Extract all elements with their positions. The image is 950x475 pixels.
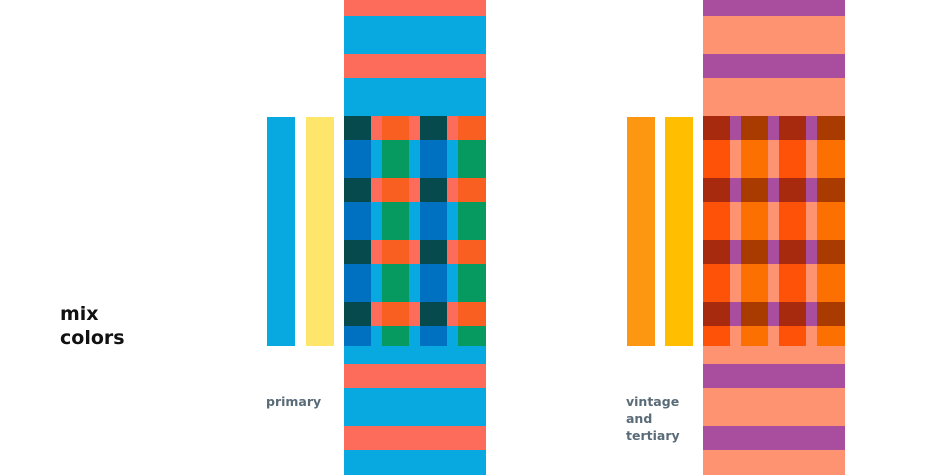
vintage-swatch-orange bbox=[627, 117, 655, 346]
mix-cell bbox=[458, 178, 486, 202]
primary-label: primary bbox=[266, 393, 321, 410]
mix-cell bbox=[817, 326, 845, 346]
mix-cell bbox=[741, 116, 768, 140]
mix-cell bbox=[382, 178, 409, 202]
title-line-2: colors bbox=[60, 327, 125, 349]
mix-cell bbox=[779, 140, 806, 178]
mix-cell bbox=[382, 202, 409, 240]
mix-cell bbox=[458, 302, 486, 326]
stripe-narrow bbox=[703, 0, 845, 16]
stripe-narrow bbox=[344, 54, 486, 78]
mix-cell bbox=[741, 178, 768, 202]
mix-cell bbox=[741, 202, 768, 240]
mix-cell bbox=[382, 326, 409, 346]
mix-cell bbox=[779, 264, 806, 302]
mix-cell bbox=[817, 116, 845, 140]
mix-cell bbox=[344, 326, 371, 346]
primary-mix-pattern bbox=[344, 0, 486, 475]
mix-cell bbox=[420, 202, 447, 240]
mix-cell bbox=[344, 202, 371, 240]
mix-cell bbox=[779, 326, 806, 346]
mix-cell bbox=[779, 240, 806, 264]
page-title: mix colors bbox=[60, 302, 125, 350]
mix-cell bbox=[382, 116, 409, 140]
mix-cell bbox=[420, 178, 447, 202]
vintage-mix-pattern bbox=[703, 0, 845, 475]
mix-cell bbox=[703, 264, 730, 302]
mix-cell bbox=[817, 240, 845, 264]
mix-cell bbox=[458, 202, 486, 240]
primary-swatch-blue bbox=[267, 117, 295, 346]
mix-cell bbox=[817, 264, 845, 302]
mix-cell bbox=[741, 326, 768, 346]
stripe-wide bbox=[344, 78, 486, 116]
mix-cell bbox=[741, 240, 768, 264]
mix-cell bbox=[741, 140, 768, 178]
title-line-1: mix bbox=[60, 303, 99, 325]
mix-cell bbox=[382, 264, 409, 302]
stripe-narrow bbox=[703, 54, 845, 78]
stripe-wide bbox=[344, 450, 486, 475]
mix-cell bbox=[344, 240, 371, 264]
mix-cell bbox=[817, 202, 845, 240]
label-line: vintage bbox=[626, 394, 680, 409]
stripe-narrow bbox=[344, 426, 486, 450]
mix-cell bbox=[420, 116, 447, 140]
vintage-label: vintage and tertiary bbox=[626, 393, 680, 444]
mix-cell bbox=[382, 140, 409, 178]
mix-cell bbox=[703, 326, 730, 346]
mix-cell bbox=[420, 264, 447, 302]
stripe-narrow bbox=[703, 426, 845, 450]
stripe-wide bbox=[703, 388, 845, 426]
mix-cell bbox=[382, 302, 409, 326]
mix-cell bbox=[779, 116, 806, 140]
vintage-swatch-amber bbox=[665, 117, 693, 346]
stripe-narrow bbox=[344, 0, 486, 16]
mix-cell bbox=[703, 140, 730, 178]
stripe-narrow bbox=[344, 364, 486, 388]
mix-cell bbox=[817, 302, 845, 326]
mix-cell bbox=[741, 302, 768, 326]
mix-cell bbox=[703, 202, 730, 240]
mix-cell bbox=[779, 202, 806, 240]
mix-cell bbox=[779, 178, 806, 202]
stripe-wide bbox=[703, 78, 845, 116]
mix-cell bbox=[420, 240, 447, 264]
mix-cell bbox=[703, 178, 730, 202]
mix-cell bbox=[344, 140, 371, 178]
mix-cell bbox=[703, 302, 730, 326]
mix-cell bbox=[420, 140, 447, 178]
stripe-wide bbox=[344, 388, 486, 426]
mix-cell bbox=[817, 178, 845, 202]
stripe-wide bbox=[703, 450, 845, 475]
stripe-wide bbox=[703, 16, 845, 54]
mix-cell bbox=[458, 116, 486, 140]
stripe-narrow bbox=[703, 364, 845, 388]
mix-cell bbox=[420, 326, 447, 346]
mix-cell bbox=[344, 178, 371, 202]
mix-cell bbox=[817, 140, 845, 178]
mix-cell bbox=[458, 140, 486, 178]
mix-cell bbox=[741, 264, 768, 302]
mix-cell bbox=[458, 240, 486, 264]
mix-cell bbox=[382, 240, 409, 264]
mix-cell bbox=[344, 302, 371, 326]
mix-cell bbox=[458, 326, 486, 346]
mix-cell bbox=[703, 240, 730, 264]
mix-cell bbox=[344, 264, 371, 302]
label-line: tertiary bbox=[626, 428, 680, 443]
primary-swatch-yellow bbox=[306, 117, 334, 346]
label-line: and bbox=[626, 411, 653, 426]
mix-cell bbox=[344, 116, 371, 140]
mix-cell bbox=[420, 302, 447, 326]
mix-cell bbox=[703, 116, 730, 140]
mix-cell bbox=[458, 264, 486, 302]
mix-cell bbox=[779, 302, 806, 326]
stripe-wide bbox=[344, 16, 486, 54]
label-line: primary bbox=[266, 394, 322, 409]
